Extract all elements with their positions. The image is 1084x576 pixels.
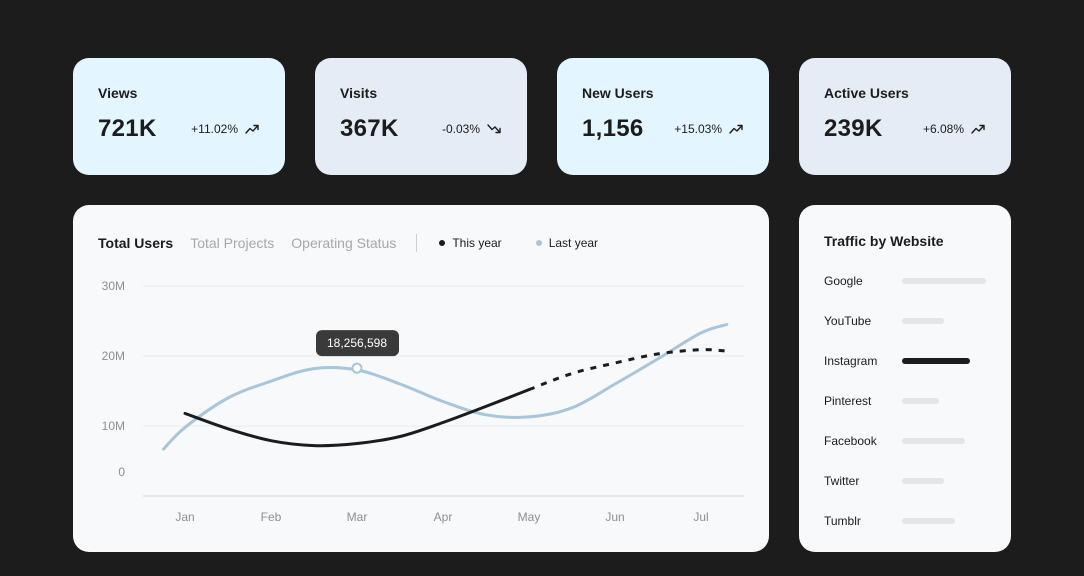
tab-operating-status[interactable]: Operating Status <box>291 235 397 251</box>
traffic-title: Traffic by Website <box>824 233 944 249</box>
arrow-fall-icon <box>487 124 501 134</box>
traffic-label: Google <box>824 274 863 288</box>
traffic-label: Pinterest <box>824 394 872 408</box>
traffic-bar <box>902 438 965 444</box>
traffic-bar <box>902 358 971 364</box>
traffic-bar <box>902 398 939 404</box>
legend-this-year[interactable]: This year <box>439 236 502 250</box>
tooltip-value: 18,256,598 <box>327 336 387 350</box>
traffic-bar <box>902 518 955 524</box>
x-tick-label: Feb <box>261 510 282 524</box>
traffic-label: Tumblr <box>824 514 861 528</box>
traffic-track <box>902 318 986 324</box>
arrow-rise-icon <box>729 124 743 134</box>
stat-card-active-users[interactable]: Active Users 239K +6.08% <box>799 58 1011 175</box>
stat-change: +6.08% <box>922 122 964 136</box>
stat-change: +11.02% <box>191 122 238 136</box>
traffic-row-youtube[interactable]: YouTube <box>824 301 986 341</box>
traffic-by-website-card: Traffic by Website Google YouTube Instagra… <box>799 205 1011 552</box>
stat-change: +15.03% <box>674 122 722 136</box>
x-tick-label: May <box>518 510 541 524</box>
tab-total-projects[interactable]: Total Projects <box>190 235 275 251</box>
legend-label: Last year <box>548 236 599 250</box>
x-tick-label: Mar <box>347 510 368 524</box>
traffic-label: Instagram <box>824 354 878 368</box>
stat-value: 721K <box>98 115 157 142</box>
x-tick-label: Apr <box>434 510 453 524</box>
x-tick-label: Jan <box>175 510 194 524</box>
users-chart-card: 30M 20M 10M 0 Jan Feb Mar Apr May Jun Jul 18,256,59… <box>73 205 769 552</box>
stat-card-new-users[interactable]: New Users 1,156 +15.03% <box>557 58 769 175</box>
traffic-track <box>902 438 986 444</box>
traffic-row-twitter[interactable]: Twitter <box>824 461 986 501</box>
stat-value: 239K <box>824 115 883 142</box>
traffic-label: YouTube <box>824 314 872 328</box>
traffic-label: Twitter <box>824 474 860 488</box>
x-tick-label: Jun <box>605 510 624 524</box>
series-line-last-year <box>162 323 729 451</box>
traffic-row-tumblr[interactable]: Tumblr <box>824 501 986 541</box>
y-tick-label: 10M <box>102 419 125 433</box>
traffic-bar <box>902 278 986 284</box>
stat-value: 1,156 <box>582 115 644 142</box>
traffic-track <box>902 478 986 484</box>
tooltip-point <box>351 362 363 374</box>
stat-title: Visits <box>340 85 378 101</box>
tab-divider <box>416 234 418 252</box>
tab-total-users[interactable]: Total Users <box>98 235 174 251</box>
y-tick-label: 20M <box>102 349 125 363</box>
traffic-row-google[interactable]: Google <box>824 261 986 301</box>
stat-title: Views <box>98 85 138 101</box>
traffic-list: Google YouTube Instagram Pinterest Facebook T… <box>824 261 986 541</box>
traffic-bar <box>902 318 944 324</box>
traffic-row-instagram[interactable]: Instagram <box>824 341 986 381</box>
chart-tabs: Total Users Total Projects Operating Sta… <box>98 234 632 252</box>
stat-value: 367K <box>340 115 399 142</box>
traffic-label: Facebook <box>824 434 877 448</box>
stat-title: Active Users <box>824 85 909 101</box>
legend-label: This year <box>452 236 502 250</box>
legend-dot-icon <box>439 240 446 246</box>
stat-card-views[interactable]: Views 721K +11.02% <box>73 58 285 175</box>
traffic-track <box>902 358 986 364</box>
traffic-track <box>902 398 986 404</box>
traffic-row-facebook[interactable]: Facebook <box>824 421 986 461</box>
series-line-this-year <box>183 388 531 448</box>
series-line-this-year-projected <box>528 348 727 392</box>
y-tick-label: 30M <box>102 279 125 293</box>
users-line-chart: 30M 20M 10M 0 Jan Feb Mar Apr May Jun Jul 18,256,59… <box>102 279 744 524</box>
traffic-bar <box>902 478 944 484</box>
traffic-track <box>902 278 986 284</box>
traffic-row-pinterest[interactable]: Pinterest <box>824 381 986 421</box>
legend-last-year[interactable]: Last year <box>535 236 599 250</box>
stat-change: -0.03% <box>441 122 480 136</box>
stat-title: New Users <box>582 85 654 101</box>
tooltip-box <box>316 330 399 357</box>
stat-card-visits[interactable]: Visits 367K -0.03% <box>315 58 527 175</box>
arrow-rise-icon <box>971 124 985 134</box>
y-tick-label: 0 <box>118 465 125 479</box>
legend-dot-icon <box>535 240 542 246</box>
traffic-track <box>902 518 986 524</box>
arrow-rise-icon <box>245 124 259 134</box>
x-tick-label: Jul <box>693 510 708 524</box>
